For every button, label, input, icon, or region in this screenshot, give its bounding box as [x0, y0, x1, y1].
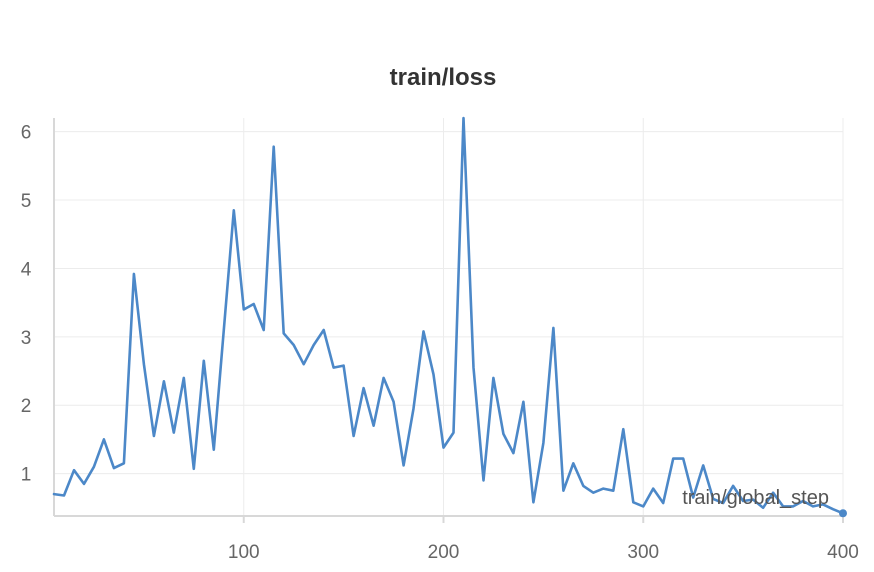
data-point[interactable]	[502, 433, 504, 435]
data-point[interactable]	[542, 442, 544, 444]
x-tick-label-300: 300	[627, 542, 659, 563]
data-point[interactable]	[492, 377, 494, 379]
data-point[interactable]	[203, 360, 205, 362]
data-point[interactable]	[133, 273, 135, 275]
data-point[interactable]	[342, 364, 344, 366]
data-point[interactable]	[472, 366, 474, 368]
y-tick-label-1: 1	[21, 465, 32, 486]
x-tick-label-100: 100	[228, 542, 260, 563]
data-point[interactable]	[143, 363, 145, 365]
data-point[interactable]	[173, 431, 175, 433]
series-end-marker[interactable]	[839, 509, 847, 518]
data-point[interactable]	[53, 493, 55, 495]
data-point[interactable]	[153, 435, 155, 437]
data-point[interactable]	[392, 401, 394, 403]
data-point[interactable]	[592, 492, 594, 494]
data-point[interactable]	[422, 330, 424, 332]
x-axis-label: train/global_step	[682, 487, 829, 509]
data-point[interactable]	[522, 401, 524, 403]
y-axis-ticks: 1 2 3 4 5 6	[21, 123, 32, 486]
data-point[interactable]	[233, 209, 235, 211]
data-point[interactable]	[73, 469, 75, 471]
data-point[interactable]	[312, 344, 314, 346]
y-tick-label-4: 4	[21, 259, 32, 280]
y-tick-label-3: 3	[21, 328, 32, 349]
data-point[interactable]	[402, 464, 404, 466]
y-tick-label-5: 5	[21, 191, 32, 212]
data-point[interactable]	[622, 428, 624, 430]
data-point[interactable]	[662, 502, 664, 504]
data-point[interactable]	[193, 468, 195, 470]
data-point[interactable]	[682, 457, 684, 459]
data-point[interactable]	[512, 452, 514, 454]
data-point[interactable]	[103, 438, 105, 440]
data-point[interactable]	[332, 366, 334, 368]
data-point[interactable]	[83, 483, 85, 485]
series-line-0[interactable]	[52, 116, 845, 515]
data-point[interactable]	[572, 462, 574, 464]
series-layer[interactable]	[52, 116, 847, 518]
data-point[interactable]	[292, 344, 294, 346]
data-point[interactable]	[93, 466, 95, 468]
chart-title: train/loss	[390, 64, 497, 91]
data-point[interactable]	[582, 485, 584, 487]
data-point[interactable]	[532, 501, 534, 503]
grid-lines	[54, 118, 844, 516]
y-tick-label-2: 2	[21, 396, 32, 417]
data-point[interactable]	[253, 303, 255, 305]
data-point[interactable]	[432, 373, 434, 375]
data-point[interactable]	[452, 431, 454, 433]
data-point[interactable]	[482, 479, 484, 481]
data-point[interactable]	[223, 329, 225, 331]
data-point[interactable]	[283, 332, 285, 334]
data-point[interactable]	[352, 435, 354, 437]
axes	[53, 118, 844, 523]
data-point[interactable]	[382, 377, 384, 379]
data-point[interactable]	[372, 425, 374, 427]
data-point[interactable]	[552, 327, 554, 329]
y-tick-label-6: 6	[21, 123, 32, 144]
data-point[interactable]	[243, 308, 245, 310]
data-point[interactable]	[672, 457, 674, 459]
x-axis-ticks: 100 200 300 400	[228, 542, 859, 563]
data-point[interactable]	[123, 462, 125, 464]
data-point[interactable]	[642, 505, 644, 507]
data-point[interactable]	[362, 387, 364, 389]
data-point[interactable]	[652, 487, 654, 489]
data-point[interactable]	[612, 489, 614, 491]
data-point[interactable]	[412, 407, 414, 409]
data-point[interactable]	[183, 377, 185, 379]
data-point[interactable]	[442, 446, 444, 448]
data-point[interactable]	[263, 329, 265, 331]
data-point[interactable]	[213, 448, 215, 450]
x-tick-label-200: 200	[428, 542, 460, 563]
data-point[interactable]	[602, 487, 604, 489]
data-point[interactable]	[832, 508, 834, 510]
data-point[interactable]	[702, 464, 704, 466]
data-point[interactable]	[322, 329, 324, 331]
data-point[interactable]	[113, 467, 115, 469]
x-tick-label-400: 400	[827, 542, 859, 563]
data-point[interactable]	[632, 501, 634, 503]
data-point[interactable]	[63, 494, 65, 496]
data-point[interactable]	[273, 146, 275, 148]
data-point[interactable]	[302, 363, 304, 365]
data-point[interactable]	[562, 489, 564, 491]
data-point[interactable]	[163, 380, 165, 382]
data-point[interactable]	[462, 117, 464, 119]
